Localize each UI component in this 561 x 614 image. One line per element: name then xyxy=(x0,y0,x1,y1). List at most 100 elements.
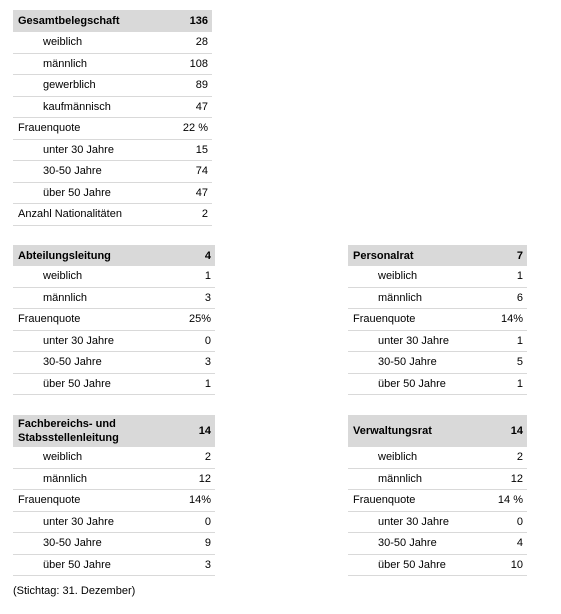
table: Abteilungsleitung 4 weiblich 1 männlich 3 Frau… xyxy=(13,245,215,395)
table-row: männlich 12 xyxy=(348,469,527,490)
row-value: 2 xyxy=(516,451,523,464)
row-label: weiblich xyxy=(43,36,83,49)
table: Personalrat 7 weiblich 1 männlich 6 Frauenquot… xyxy=(348,245,527,395)
table-row: über 50 Jahre 47 xyxy=(13,183,212,204)
table-row: Frauenquote 22 % xyxy=(13,118,212,140)
table-row: unter 30 Jahre 0 xyxy=(13,512,215,533)
row-label: 30-50 Jahre xyxy=(378,537,437,550)
row-label: weiblich xyxy=(378,451,418,464)
table: Gesamtbelegschaft 136 weiblich 28 männlich 10… xyxy=(13,10,212,226)
row-value: 4 xyxy=(516,537,523,550)
row-label: männlich xyxy=(43,472,88,485)
row-label: über 50 Jahre xyxy=(378,377,446,390)
row-label: unter 30 Jahre xyxy=(43,334,114,347)
row-value: 108 xyxy=(189,57,208,70)
table-row: weiblich 28 xyxy=(13,32,212,54)
table-row: unter 30 Jahre 1 xyxy=(348,331,527,352)
table-row: kaufmännisch 47 xyxy=(13,97,212,118)
table-total: 136 xyxy=(189,15,208,27)
row-value: 0 xyxy=(204,334,211,347)
row-value: 14% xyxy=(188,494,211,507)
row-label: Frauenquote xyxy=(353,494,416,507)
row-value: 3 xyxy=(204,558,211,571)
table-header: Fachbereichs- und Stabsstellenleitung 14 xyxy=(13,415,215,447)
table-header: Gesamtbelegschaft 136 xyxy=(13,10,212,32)
row-label: männlich xyxy=(378,291,423,304)
table-total: 4 xyxy=(204,249,211,262)
table-title: Personalrat xyxy=(353,249,414,262)
row-label: über 50 Jahre xyxy=(378,558,446,571)
row-value: 74 xyxy=(195,165,208,178)
row-label: unter 30 Jahre xyxy=(378,515,449,528)
row-value: 3 xyxy=(204,291,211,304)
table-header: Personalrat 7 xyxy=(348,245,527,266)
table-title: Abteilungsleitung xyxy=(18,249,111,262)
table-row: 30-50 Jahre 9 xyxy=(13,533,215,555)
row-value: 14 % xyxy=(497,494,523,507)
row-label: unter 30 Jahre xyxy=(378,334,449,347)
row-value: 12 xyxy=(198,472,211,485)
row-value: 5 xyxy=(516,356,523,369)
table-row: Frauenquote 14% xyxy=(13,490,215,512)
row-value: 47 xyxy=(195,100,208,113)
row-label: unter 30 Jahre xyxy=(43,143,114,156)
row-label: 30-50 Jahre xyxy=(43,356,102,369)
row-label: Frauenquote xyxy=(353,313,416,326)
table-total: 14 xyxy=(510,425,523,437)
row-value: 1 xyxy=(516,377,523,390)
row-value: 1 xyxy=(204,270,211,283)
row-value: 89 xyxy=(195,79,208,92)
footnote: (Stichtag: 31. Dezember) xyxy=(13,585,136,597)
row-label: kaufmännisch xyxy=(43,100,111,113)
row-label: weiblich xyxy=(378,270,418,283)
row-value: 1 xyxy=(516,270,523,283)
row-value: 10 xyxy=(510,558,523,571)
table-row: Frauenquote 25% xyxy=(13,309,215,331)
table-row: weiblich 2 xyxy=(348,447,527,469)
row-value: 0 xyxy=(516,515,523,528)
table-header: Verwaltungsrat 14 xyxy=(348,415,527,447)
row-label: weiblich xyxy=(43,270,83,283)
table-row: männlich 108 xyxy=(13,54,212,75)
row-value: 25% xyxy=(188,313,211,326)
table: Verwaltungsrat 14 weiblich 2 männlich 12 Fraue… xyxy=(348,415,527,576)
row-value: 2 xyxy=(201,208,208,221)
table-row: gewerblich 89 xyxy=(13,75,212,97)
row-label: 30-50 Jahre xyxy=(378,356,437,369)
row-label: über 50 Jahre xyxy=(43,186,111,199)
row-value: 1 xyxy=(204,377,211,390)
row-value: 2 xyxy=(204,451,211,464)
table-row: unter 30 Jahre 0 xyxy=(348,512,527,533)
row-label: weiblich xyxy=(43,451,83,464)
row-label: über 50 Jahre xyxy=(43,377,111,390)
table-row: weiblich 1 xyxy=(348,266,527,288)
table-header: Abteilungsleitung 4 xyxy=(13,245,215,266)
table-row: unter 30 Jahre 15 xyxy=(13,140,212,161)
row-label: gewerblich xyxy=(43,79,96,92)
row-value: 1 xyxy=(516,334,523,347)
table-row: männlich 3 xyxy=(13,288,215,309)
row-label: 30-50 Jahre xyxy=(43,537,102,550)
table-row: über 50 Jahre 1 xyxy=(13,374,215,395)
table: Fachbereichs- und Stabsstellenleitung 14 w… xyxy=(13,415,215,576)
row-value: 22 % xyxy=(182,122,208,135)
table-row: über 50 Jahre 10 xyxy=(348,555,527,576)
table-row: Frauenquote 14% xyxy=(348,309,527,331)
row-label: männlich xyxy=(43,57,88,70)
table-title: Verwaltungsrat xyxy=(353,425,432,437)
row-value: 9 xyxy=(204,537,211,550)
table-row: 30-50 Jahre 3 xyxy=(13,352,215,374)
table-row: männlich 6 xyxy=(348,288,527,309)
row-label: 30-50 Jahre xyxy=(43,165,102,178)
table-title: Fachbereichs- und Stabsstellenleitung xyxy=(18,418,119,444)
table-row: männlich 12 xyxy=(13,469,215,490)
row-value: 28 xyxy=(195,36,208,49)
row-value: 0 xyxy=(204,515,211,528)
row-label: unter 30 Jahre xyxy=(43,515,114,528)
table-row: über 50 Jahre 1 xyxy=(348,374,527,395)
row-value: 6 xyxy=(516,291,523,304)
row-label: Frauenquote xyxy=(18,122,81,135)
table-row: Frauenquote 14 % xyxy=(348,490,527,512)
row-label: Frauenquote xyxy=(18,313,81,326)
